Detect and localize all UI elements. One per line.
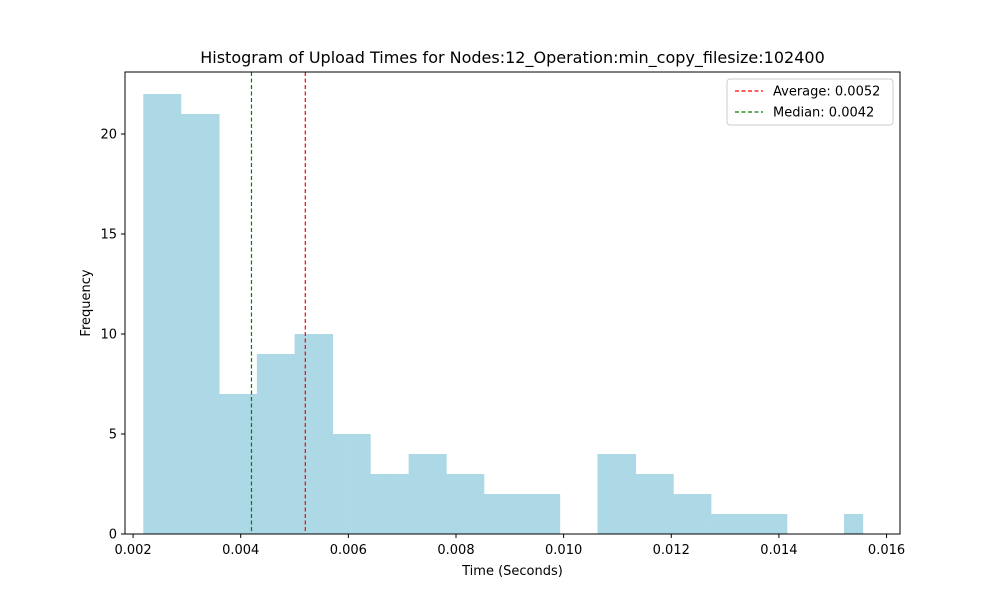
- histogram-bar: [541, 494, 561, 534]
- x-tick-label: 0.008: [437, 543, 474, 558]
- x-tick-label: 0.010: [545, 543, 582, 558]
- x-tick-label: 0.016: [868, 543, 905, 558]
- x-axis: 0.002 0.004 0.006 0.008 0.010 0.012 0.014 0.016: [114, 534, 905, 558]
- histogram-bar: [370, 474, 390, 534]
- histogram-bar: [256, 354, 276, 534]
- legend-average-label: Average: 0.0052: [773, 85, 880, 100]
- x-tick-label: 0.002: [114, 543, 151, 558]
- histogram-bar: [673, 494, 693, 534]
- y-tick-label: 15: [100, 228, 117, 243]
- x-axis-label: Time (Seconds): [461, 564, 563, 579]
- x-tick-label: 0.012: [653, 543, 690, 558]
- plot-area: [143, 72, 864, 534]
- chart-title: Histogram of Upload Times for Nodes:12_O…: [200, 48, 825, 68]
- legend-box: [726, 78, 894, 126]
- x-tick-label: 0.014: [760, 543, 797, 558]
- histogram-bar: [351, 434, 371, 534]
- histogram-bar: [654, 474, 674, 534]
- histogram-bar: [635, 474, 655, 534]
- y-tick-label: 10: [100, 328, 117, 343]
- histogram-bar: [711, 514, 731, 534]
- histogram-bar: [275, 354, 295, 534]
- histogram-bar: [692, 494, 712, 534]
- histogram-bar: [446, 474, 466, 534]
- plot-frame: [124, 71, 901, 535]
- histogram-bar: [522, 494, 542, 534]
- histogram-bar: [730, 514, 750, 534]
- histogram-bar: [483, 494, 504, 534]
- histogram-bar: [180, 114, 201, 534]
- y-axis-label: Frequency: [79, 269, 94, 336]
- histogram-bar: [313, 334, 334, 534]
- y-tick-label: 20: [100, 128, 117, 143]
- histogram-bar: [200, 114, 220, 534]
- histogram-bar: [162, 94, 182, 534]
- y-axis: 0 5 10 15 20: [100, 128, 125, 543]
- histogram-bar: [749, 514, 769, 534]
- histogram-bar: [219, 394, 239, 534]
- histogram-bar: [844, 514, 864, 534]
- histogram-bar: [238, 394, 258, 534]
- histogram-bar: [597, 454, 617, 534]
- histogram-bar: [502, 494, 523, 534]
- legend: Average: 0.0052 Median: 0.0042: [726, 78, 894, 126]
- histogram-bar: [427, 454, 447, 534]
- histogram-bar: [389, 474, 409, 534]
- histogram-bar: [294, 334, 315, 534]
- histogram-bar: [143, 94, 163, 534]
- histogram-bar: [408, 454, 428, 534]
- histogram-bar: [465, 474, 485, 534]
- histogram-bar: [616, 454, 637, 534]
- x-tick-label: 0.004: [222, 543, 259, 558]
- y-tick-label: 0: [109, 528, 117, 543]
- histogram-bar: [768, 514, 788, 534]
- histogram-bar: [332, 434, 352, 534]
- legend-median-label: Median: 0.0042: [773, 106, 874, 121]
- y-tick-label: 5: [109, 428, 117, 443]
- x-tick-label: 0.006: [330, 543, 367, 558]
